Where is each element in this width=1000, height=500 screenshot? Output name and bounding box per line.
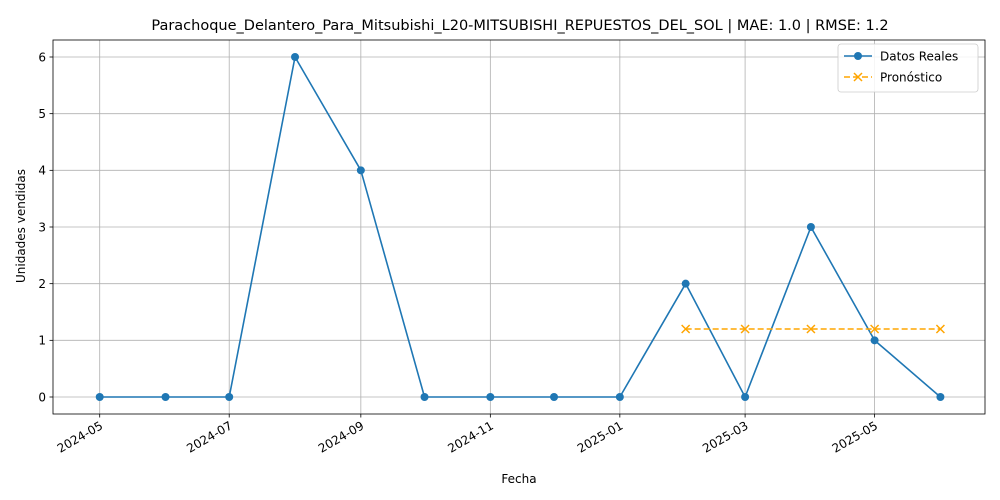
data-point [681,324,691,334]
data-point [161,393,170,401]
y-tick-label: 1 [38,334,46,348]
data-point [291,53,300,61]
y-tick-label: 4 [38,164,46,178]
y-axis-label: Unidades vendidas [14,169,28,283]
legend-entry: Pronóstico [880,70,942,84]
y-tick-label: 3 [38,220,46,234]
data-point [550,393,559,401]
y-tick-label: 0 [38,390,46,404]
data-point [870,324,880,334]
series-line [99,56,941,398]
legend-marker [853,72,863,82]
data-point [356,166,365,175]
data-point [95,393,104,401]
legend: Datos Reales Pronóstico [837,43,979,93]
data-point [935,324,945,334]
legend-entry: Datos Reales [880,49,958,63]
data-point [615,393,624,401]
data-point [740,324,750,334]
legend-box [837,43,979,93]
data-point [936,393,945,401]
data-point [420,393,429,401]
series-layer [95,53,945,401]
data-point [681,279,690,288]
chart-title: Parachoque_Delantero_Para_Mitsubishi_L20… [151,18,888,34]
data-point [486,393,495,401]
x-axis-label: Fecha [501,472,536,486]
y-axis: 0 1 2 3 4 5 6 [38,50,53,404]
data-point [225,393,234,401]
grid [53,40,985,414]
y-tick-label: 6 [38,50,46,64]
y-tick-label: 2 [38,277,46,291]
y-tick-label: 5 [38,107,46,121]
legend-marker [854,52,862,60]
data-point [806,324,816,334]
series-1 [681,324,945,334]
series-0 [95,53,945,401]
data-point [870,336,879,345]
data-point [741,393,750,401]
data-point [806,223,815,231]
